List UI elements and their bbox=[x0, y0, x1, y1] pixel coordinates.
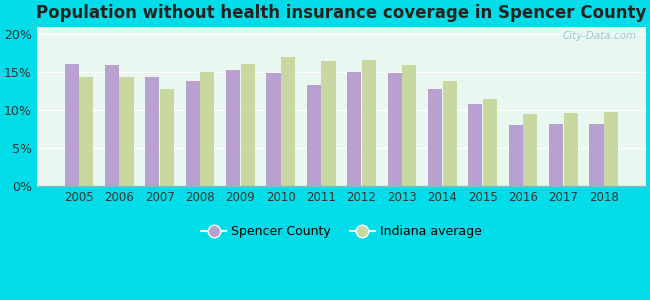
Bar bbox=[443, 81, 457, 186]
Bar bbox=[549, 124, 564, 186]
Bar bbox=[120, 77, 134, 186]
Bar bbox=[387, 74, 402, 186]
Bar bbox=[64, 64, 79, 186]
Bar bbox=[307, 85, 321, 186]
Bar bbox=[564, 113, 578, 186]
Legend: Spencer County, Indiana average: Spencer County, Indiana average bbox=[196, 220, 487, 243]
Bar bbox=[200, 72, 214, 186]
Title: Population without health insurance coverage in Spencer County: Population without health insurance cove… bbox=[36, 4, 647, 22]
Bar bbox=[266, 74, 281, 186]
Bar bbox=[281, 57, 295, 186]
Bar bbox=[79, 77, 93, 186]
Bar bbox=[523, 114, 538, 186]
Bar bbox=[509, 125, 523, 186]
Bar bbox=[483, 99, 497, 186]
Bar bbox=[469, 104, 482, 186]
Bar bbox=[105, 65, 119, 186]
Bar bbox=[226, 70, 240, 186]
Bar bbox=[186, 81, 200, 186]
Bar bbox=[146, 76, 159, 186]
Bar bbox=[402, 65, 416, 186]
Bar bbox=[240, 64, 255, 186]
Bar bbox=[604, 112, 618, 186]
Bar bbox=[362, 60, 376, 186]
Bar bbox=[590, 124, 604, 186]
Bar bbox=[160, 89, 174, 186]
Bar bbox=[347, 72, 361, 186]
Bar bbox=[321, 61, 335, 186]
Bar bbox=[428, 89, 442, 186]
Text: City-Data.com: City-Data.com bbox=[562, 31, 637, 41]
